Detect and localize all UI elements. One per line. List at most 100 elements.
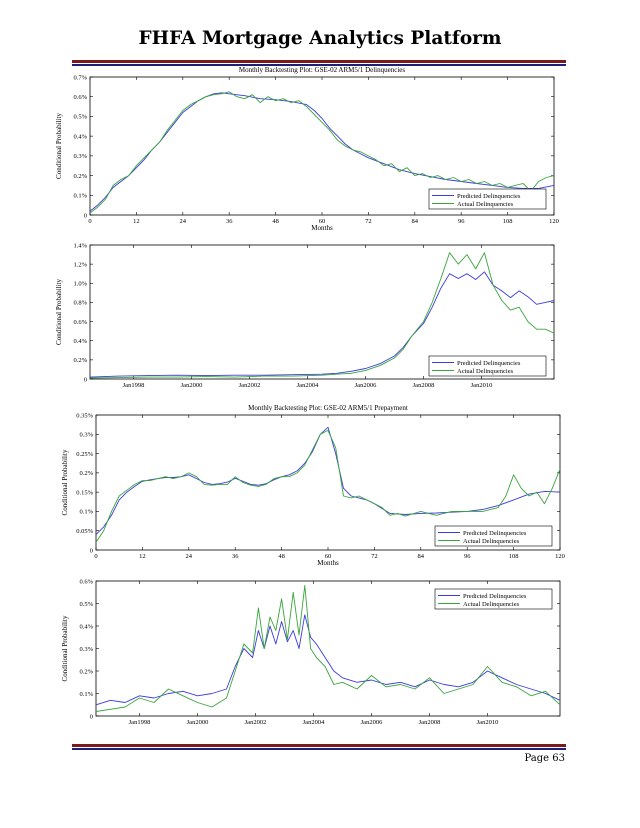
legend-label: Predicted Delinquencies bbox=[463, 530, 527, 537]
y-tick-label: 0.2% bbox=[73, 173, 87, 180]
series-line-predicted bbox=[95, 614, 561, 706]
y-tick-label: 0.6% bbox=[79, 578, 93, 585]
series-line-predicted bbox=[89, 92, 555, 212]
footer-rule-blue bbox=[72, 748, 566, 750]
legend-label: Actual Delinquencies bbox=[457, 201, 514, 208]
y-tick-label: 0.6% bbox=[73, 94, 87, 101]
legend-label: Predicted Delinquencies bbox=[463, 593, 527, 600]
legend-box bbox=[434, 525, 553, 547]
legend-box bbox=[434, 588, 553, 610]
legend-label: Predicted Delinquencies bbox=[457, 360, 521, 367]
x-tick-label: Jan1998 bbox=[123, 382, 145, 389]
x-tick-label: 12 bbox=[133, 218, 140, 225]
x-tick-label: 12 bbox=[139, 553, 146, 560]
x-tick-label: Jan2000 bbox=[187, 719, 209, 726]
page-title: FHFA Mortgage Analytics Platform bbox=[138, 28, 502, 49]
x-tick-label: 84 bbox=[418, 553, 425, 560]
chart-2: 0 0.2% 0.4% 0.6% 0.8% 1.0% 1.2% 1.4% Jan1998 Jan2… bbox=[55, 242, 555, 389]
x-tick-label: 0 bbox=[94, 553, 97, 560]
x-tick-label: 36 bbox=[232, 553, 239, 560]
y-tick-label: 0.5% bbox=[79, 601, 93, 608]
y-tick-label: 0.3% bbox=[73, 153, 87, 160]
y-tick-label: 0.1% bbox=[73, 193, 87, 200]
x-tick-label: 96 bbox=[464, 553, 471, 560]
chart-1: Monthly Backtesting Plot: GSE-02 ARM5/1 … bbox=[55, 66, 559, 232]
y-tick-label: 1.2% bbox=[73, 261, 87, 268]
y-tick-label: 0.4% bbox=[73, 133, 87, 140]
x-tick-label: 108 bbox=[509, 553, 519, 560]
x-tick-label: Jan2002 bbox=[239, 382, 261, 389]
x-axis-label: Months bbox=[317, 559, 339, 567]
chart-4: 0 0.1% 0.2% 0.3% 0.4% 0.5% 0.6% Jan1998 Jan2000 J… bbox=[61, 578, 561, 726]
x-tick-label: 24 bbox=[186, 553, 193, 560]
y-tick-label: 0.4% bbox=[79, 623, 93, 630]
x-tick-label: Jan1998 bbox=[129, 719, 151, 726]
legend-box bbox=[428, 355, 547, 377]
series-line-predicted bbox=[95, 426, 561, 535]
series-line-actual bbox=[89, 252, 555, 379]
x-tick-label: Jan2006 bbox=[355, 382, 377, 389]
x-tick-label: Jan2008 bbox=[419, 719, 441, 726]
y-tick-label: 0 bbox=[90, 713, 93, 720]
page-number: Page 63 bbox=[524, 753, 565, 764]
y-tick-label: 0.4% bbox=[73, 338, 87, 345]
x-tick-label: 60 bbox=[325, 553, 332, 560]
x-tick-label: 84 bbox=[412, 218, 419, 225]
x-tick-label: Jan2008 bbox=[413, 382, 435, 389]
y-tick-label: 0.05% bbox=[76, 528, 93, 535]
x-tick-label: Jan2004 bbox=[297, 382, 319, 389]
x-tick-label: 48 bbox=[278, 553, 285, 560]
y-tick-label: 0.5% bbox=[73, 114, 87, 121]
y-tick-label: 0.2% bbox=[79, 668, 93, 675]
x-tick-label: 72 bbox=[371, 553, 378, 560]
legend-box bbox=[428, 188, 547, 210]
y-tick-label: 0 bbox=[84, 212, 87, 219]
series-line-actual bbox=[95, 429, 561, 543]
x-tick-label: 48 bbox=[272, 218, 279, 225]
y-tick-label: 0 bbox=[90, 547, 93, 554]
x-tick-label: Jan2000 bbox=[181, 382, 203, 389]
footer-rule-red bbox=[72, 744, 566, 747]
x-tick-label: 120 bbox=[555, 553, 565, 560]
header-rule-red bbox=[72, 60, 566, 63]
y-tick-label: 0.3% bbox=[79, 646, 93, 653]
y-tick-label: 0 bbox=[84, 376, 87, 383]
x-tick-label: Jan2010 bbox=[471, 382, 493, 389]
y-tick-label: 0.35% bbox=[76, 412, 93, 419]
x-tick-label: Jan2010 bbox=[477, 719, 499, 726]
chart-3: Monthly Backtesting Plot: GSE-02 ARM5/1 … bbox=[61, 404, 565, 567]
y-tick-label: 0.3% bbox=[79, 432, 93, 439]
x-tick-label: 120 bbox=[549, 218, 559, 225]
legend-label: Predicted Delinquencies bbox=[457, 193, 521, 200]
x-axis-label: Months bbox=[311, 224, 333, 232]
series-line-actual bbox=[95, 585, 561, 712]
x-tick-label: Jan2002 bbox=[245, 719, 267, 726]
y-tick-label: 1.0% bbox=[73, 281, 87, 288]
x-tick-label: Jan2004 bbox=[303, 719, 325, 726]
y-tick-label: 0.25% bbox=[76, 451, 93, 458]
plot-frame bbox=[89, 244, 555, 380]
header-rule-blue bbox=[72, 64, 566, 66]
y-tick-label: 0.2% bbox=[79, 470, 93, 477]
legend-label: Actual Delinquencies bbox=[463, 601, 520, 608]
x-tick-label: 24 bbox=[180, 218, 187, 225]
x-tick-label: 72 bbox=[365, 218, 372, 225]
y-axis-label: Conditional Probability bbox=[61, 615, 69, 681]
y-tick-label: 0.15% bbox=[76, 489, 93, 496]
x-tick-label: 108 bbox=[503, 218, 513, 225]
y-axis-label: Conditional Probability bbox=[61, 449, 69, 515]
y-tick-label: 0.6% bbox=[73, 319, 87, 326]
legend-label: Actual Delinquencies bbox=[463, 538, 520, 545]
x-tick-label: Jan2006 bbox=[361, 719, 383, 726]
x-tick-label: 36 bbox=[226, 218, 233, 225]
y-tick-label: 0.8% bbox=[73, 300, 87, 307]
x-tick-label: 96 bbox=[458, 218, 465, 225]
chart-title: Monthly Backtesting Plot: GSE-02 ARM5/1 … bbox=[248, 404, 408, 412]
y-tick-label: 1.4% bbox=[73, 242, 87, 249]
y-tick-label: 0.2% bbox=[73, 357, 87, 364]
series-line-predicted bbox=[89, 271, 555, 378]
